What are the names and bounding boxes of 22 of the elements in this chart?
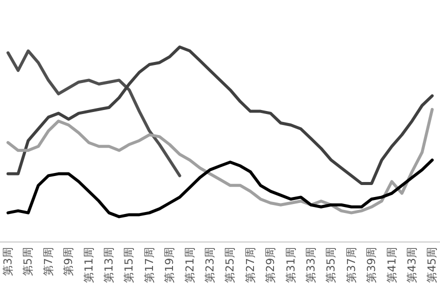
- x-tick-label: 第13周: [102, 247, 116, 283]
- x-tick-label: 第25周: [224, 247, 237, 283]
- x-tick-label: 第21周: [183, 247, 196, 283]
- x-tick-label: 第41周: [385, 247, 398, 283]
- x-tick-label: 第45周: [426, 247, 439, 283]
- x-tick-label: 第27周: [244, 247, 257, 283]
- x-tick-label: 第17周: [142, 247, 156, 283]
- x-tick-label: 第9周: [62, 247, 76, 276]
- x-tick-label: 第29周: [264, 247, 278, 283]
- x-tick-label: 第7周: [42, 247, 55, 276]
- x-tick-label: 第43周: [406, 247, 418, 283]
- x-tick-label: 第31周: [284, 247, 298, 283]
- x-tick-label: 第5周: [22, 247, 35, 276]
- x-tick-label: 第39周: [365, 247, 378, 283]
- x-tick-label: 第37周: [344, 247, 358, 283]
- x-tick-label: 第33周: [304, 247, 318, 283]
- x-tick-label: 第15周: [122, 247, 136, 283]
- x-tick-label: 第11周: [82, 247, 96, 283]
- x-tick-label: 第35周: [324, 247, 338, 283]
- x-tick-label: 第19周: [163, 247, 176, 283]
- x-tick-label: 第3周: [2, 247, 14, 276]
- x-tick-label: 第23周: [204, 247, 216, 283]
